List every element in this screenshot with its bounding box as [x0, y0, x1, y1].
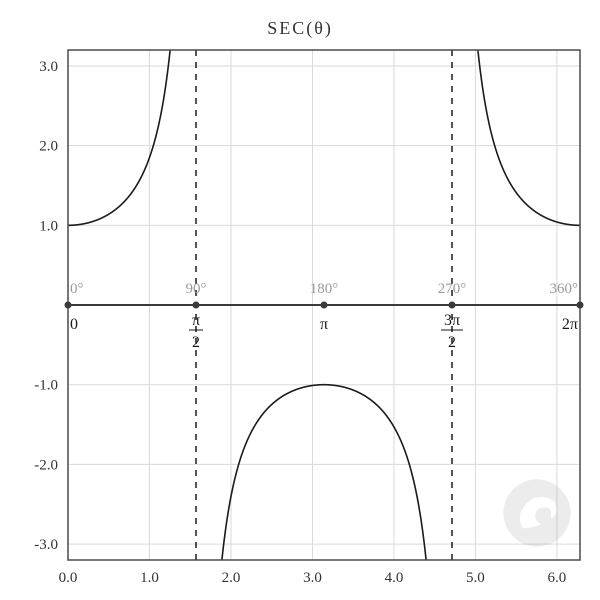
- svg-text:5.0: 5.0: [466, 570, 485, 586]
- svg-text:1.0: 1.0: [140, 570, 159, 586]
- svg-text:360°: 360°: [550, 281, 579, 297]
- svg-text:-3.0: -3.0: [34, 537, 58, 553]
- svg-text:2.0: 2.0: [39, 139, 58, 155]
- svg-text:180°: 180°: [310, 281, 339, 297]
- svg-text:2.0: 2.0: [222, 570, 241, 586]
- watermark-logo: [502, 478, 572, 548]
- svg-text:2: 2: [192, 334, 200, 351]
- svg-text:4.0: 4.0: [385, 570, 404, 586]
- svg-text:270°: 270°: [438, 281, 467, 297]
- svg-text:0: 0: [70, 316, 78, 333]
- svg-text:2: 2: [448, 334, 456, 351]
- svg-text:-1.0: -1.0: [34, 378, 58, 394]
- svg-text:0.0: 0.0: [59, 570, 78, 586]
- svg-text:-2.0: -2.0: [34, 457, 58, 473]
- svg-text:3.0: 3.0: [39, 59, 58, 75]
- svg-text:2π: 2π: [562, 316, 578, 333]
- svg-text:0°: 0°: [70, 281, 84, 297]
- svg-text:3.0: 3.0: [303, 570, 322, 586]
- svg-text:6.0: 6.0: [548, 570, 567, 586]
- svg-text:3π: 3π: [444, 312, 460, 329]
- svg-text:π: π: [192, 312, 200, 329]
- svg-text:90°: 90°: [186, 281, 207, 297]
- svg-text:π: π: [320, 316, 328, 333]
- svg-text:1.0: 1.0: [39, 218, 58, 234]
